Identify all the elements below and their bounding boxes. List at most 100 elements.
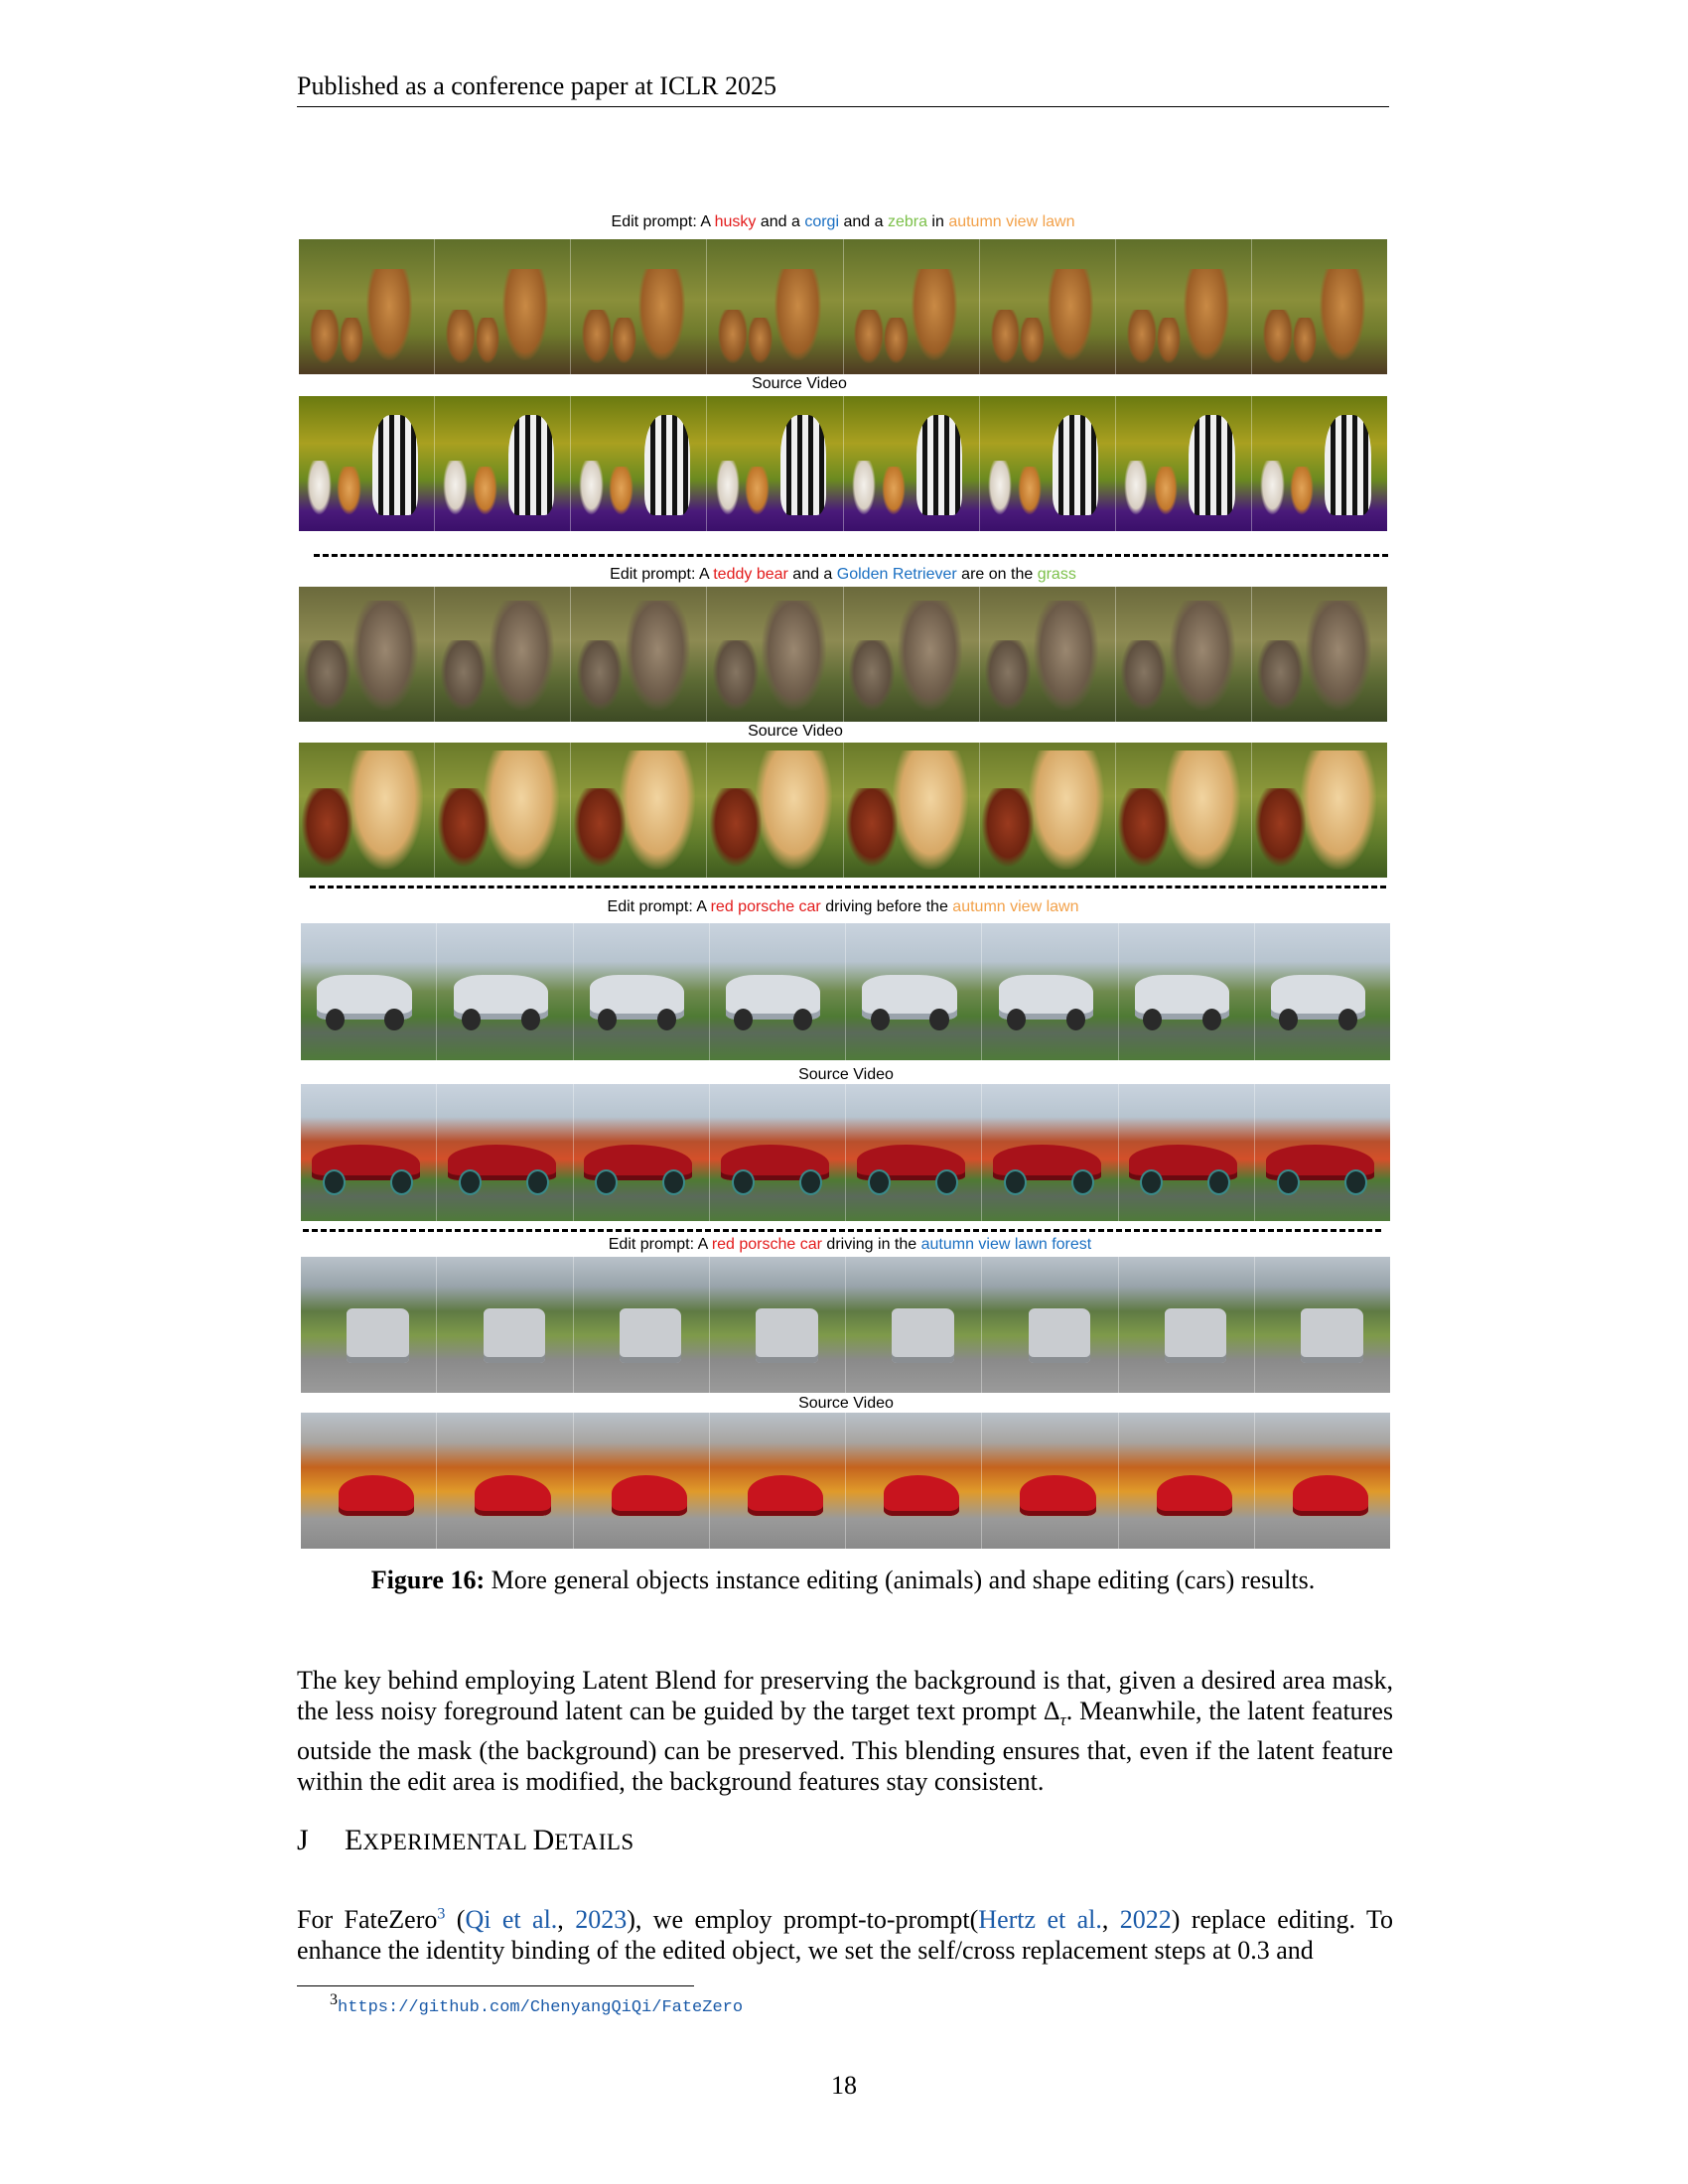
video-frame [573, 1413, 710, 1549]
video-frame [707, 396, 844, 531]
video-frame [1254, 1413, 1390, 1549]
figure-caption: Figure 16: More general objects instance… [297, 1565, 1389, 1596]
video-frame [709, 923, 846, 1060]
video-frame [843, 396, 980, 531]
edit-prompt-2: Edit prompt: A teddy bear and a Golden R… [610, 566, 1076, 583]
video-frame [843, 239, 980, 374]
video-frame [1115, 396, 1252, 531]
footnote: 3https://github.com/ChenyangQiQi/FateZer… [330, 1991, 744, 2018]
edit-prompt-4: Edit prompt: A red porsche car driving i… [608, 1236, 1092, 1253]
citation-link[interactable]: Hertz et al. [978, 1905, 1102, 1934]
video-frame [573, 1084, 710, 1221]
video-frame [301, 923, 438, 1060]
video-frame [1118, 1257, 1255, 1393]
video-frame [1254, 1257, 1390, 1393]
source-video-label-2: Source Video [748, 723, 843, 740]
video-frame [843, 743, 980, 878]
video-frame [979, 239, 1116, 374]
video-frame [437, 923, 574, 1060]
source-video-strip-2 [299, 587, 1387, 722]
video-frame [571, 743, 708, 878]
video-frame [571, 239, 708, 374]
video-frame [707, 239, 844, 374]
video-frame [982, 1257, 1119, 1393]
edited-video-strip-2 [299, 743, 1387, 878]
video-frame [301, 1257, 438, 1393]
figure-label: Figure 16: [370, 1566, 486, 1594]
edited-video-strip-1 [299, 396, 1387, 531]
source-video-label-4: Source Video [798, 1395, 894, 1412]
video-frame [1118, 1413, 1255, 1549]
footnote-link[interactable]: 3 [437, 1905, 446, 1923]
math-delta: Δτ [1043, 1697, 1066, 1730]
video-frame [982, 923, 1119, 1060]
video-frame [1254, 923, 1390, 1060]
citation-link[interactable]: 2023 [575, 1905, 628, 1934]
video-frame [301, 1413, 438, 1549]
video-frame [979, 743, 1116, 878]
running-header: Published as a conference paper at ICLR … [297, 71, 777, 100]
video-frame [846, 1413, 983, 1549]
header-rule [297, 106, 1389, 107]
source-video-strip-1 [299, 239, 1387, 374]
video-frame [571, 396, 708, 531]
group-separator [310, 886, 1386, 888]
source-video-label-3: Source Video [798, 1066, 894, 1083]
body-paragraph: For FateZero3 (Qi et al., 2023), we empl… [297, 1905, 1394, 1965]
video-frame [1115, 743, 1252, 878]
video-frame [299, 239, 436, 374]
edit-prompt-1: Edit prompt: A husky and a corgi and a z… [611, 213, 1075, 230]
edited-video-strip-4 [301, 1413, 1390, 1549]
video-frame [435, 587, 572, 722]
video-frame [1118, 1084, 1255, 1221]
video-frame [435, 743, 572, 878]
footnote-url-link[interactable]: https://github.com/ChenyangQiQi/FateZero [338, 1998, 744, 2017]
video-frame [982, 1413, 1119, 1549]
video-frame [846, 923, 983, 1060]
body-paragraph: The key behind employing Latent Blend fo… [297, 1666, 1393, 1797]
video-frame [299, 587, 436, 722]
section-heading: J EXPERIMENTAL DETAILS [297, 1824, 634, 1856]
video-frame [979, 396, 1116, 531]
video-frame [709, 1413, 846, 1549]
footnote-rule [297, 1985, 694, 1986]
video-frame [571, 587, 708, 722]
video-frame [707, 743, 844, 878]
page-number: 18 [831, 2071, 857, 2100]
video-frame [846, 1257, 983, 1393]
video-frame [1118, 923, 1255, 1060]
citation-link[interactable]: 2022 [1119, 1905, 1172, 1934]
video-frame [1251, 587, 1387, 722]
video-frame [437, 1257, 574, 1393]
video-frame [1251, 743, 1387, 878]
source-video-strip-3 [301, 923, 1390, 1060]
citation-link[interactable]: Qi et al. [465, 1905, 558, 1934]
video-frame [979, 587, 1116, 722]
video-frame [1254, 1084, 1390, 1221]
video-frame [982, 1084, 1119, 1221]
group-separator [303, 1229, 1381, 1232]
video-frame [437, 1413, 574, 1549]
video-frame [573, 923, 710, 1060]
video-frame [709, 1084, 846, 1221]
video-frame [299, 743, 436, 878]
figure-caption-text: More general objects instance editing (a… [485, 1566, 1316, 1594]
video-frame [573, 1257, 710, 1393]
video-frame [1115, 587, 1252, 722]
video-frame [435, 239, 572, 374]
edited-video-strip-3 [301, 1084, 1390, 1221]
video-frame [301, 1084, 438, 1221]
video-frame [707, 587, 844, 722]
video-frame [299, 396, 436, 531]
video-frame [437, 1084, 574, 1221]
video-frame [709, 1257, 846, 1393]
group-separator [314, 554, 1388, 557]
edit-prompt-3: Edit prompt: A red porsche car driving b… [607, 898, 1079, 915]
video-frame [846, 1084, 983, 1221]
source-video-label-1: Source Video [752, 375, 847, 392]
video-frame [1115, 239, 1252, 374]
video-frame [1251, 239, 1387, 374]
video-frame [435, 396, 572, 531]
source-video-strip-4 [301, 1257, 1390, 1393]
video-frame [843, 587, 980, 722]
